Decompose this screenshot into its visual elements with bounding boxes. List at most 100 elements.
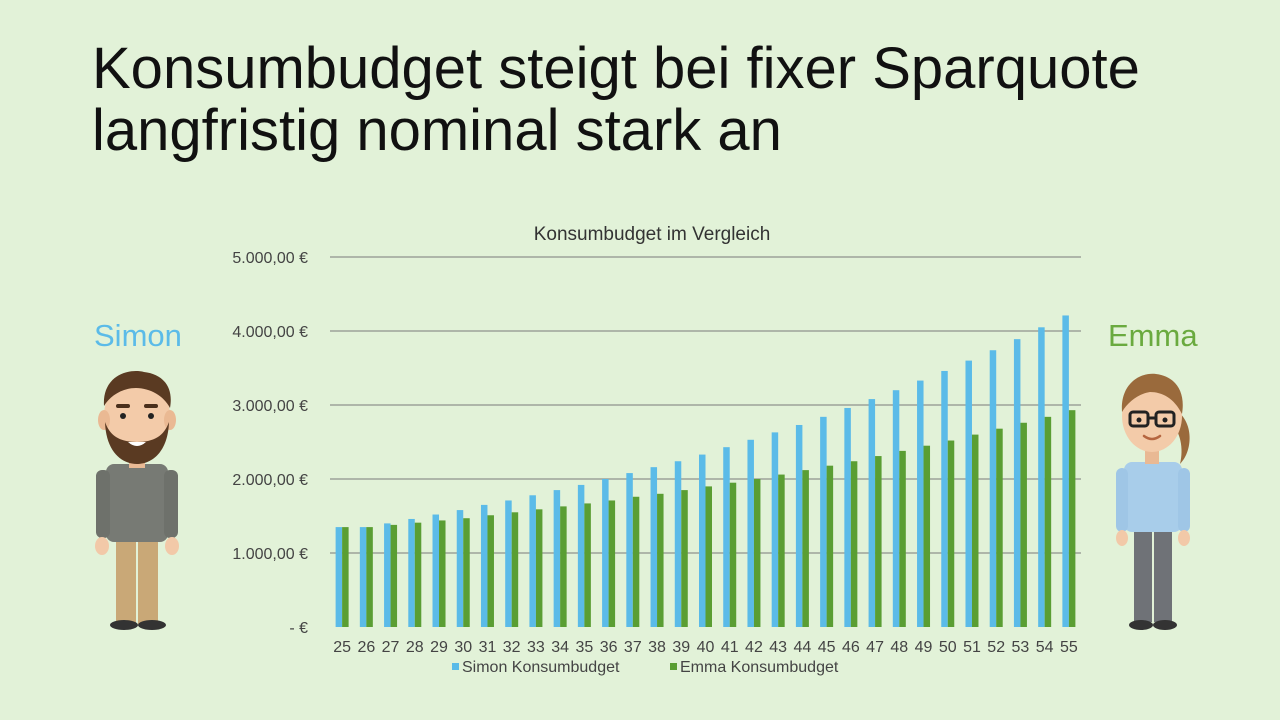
x-tick-label: 40 [697,639,715,656]
simon-bar-42 [747,439,754,627]
x-tick-label: 37 [624,639,642,656]
simon-bar-38 [650,467,658,627]
x-tick-label: 42 [745,639,763,656]
simon-label: Simon [94,318,182,353]
simon-bar-46 [844,407,851,627]
x-tick-label: 50 [939,639,957,656]
simon-bar-53 [1013,339,1021,627]
emma-bar-25 [342,527,349,627]
x-tick-label: 45 [818,639,836,656]
x-tick-label: 55 [1060,639,1078,656]
emma-bar-55 [1068,410,1076,627]
emma-bar-37 [632,496,640,627]
simon-bar-28 [408,518,415,627]
emma-bar-47 [875,456,882,627]
simon-bar-51 [965,360,972,627]
x-tick-label: 31 [479,639,497,656]
simon-bar-33 [529,495,536,627]
x-tick-label: 48 [890,639,908,656]
simon-bar-43 [771,432,779,627]
slide-title: Konsumbudget steigt bei fixer Sparquote … [92,36,1140,163]
emma-bar-46 [850,461,858,627]
x-tick-label: 27 [382,639,400,656]
emma-bar-33 [535,509,543,627]
emma-bar-41 [729,482,737,627]
y-tick-label: 5.000,00 € [232,250,308,267]
simon-bar-34 [553,490,561,627]
x-tick-label: 26 [357,639,375,656]
simon-bar-50 [941,370,948,627]
x-tick-label: 41 [721,639,739,656]
simon-bar-26 [359,527,367,627]
simon-bar-36 [602,479,609,627]
x-tick-label: 39 [672,639,690,656]
x-tick-label: 38 [648,639,666,656]
simon-bar-37 [626,473,633,627]
x-tick-label: 35 [575,639,593,656]
simon-bar-29 [432,514,440,627]
x-tick-label: 25 [333,639,351,656]
simon-bar-54 [1038,327,1045,627]
x-tick-label: 47 [866,639,884,656]
woman-avatar-icon [1116,373,1190,630]
x-tick-label: 44 [794,639,812,656]
y-tick-label: - € [289,620,308,637]
emma-bar-44 [802,470,809,627]
emma-bar-29 [439,520,446,627]
x-tick-label: 29 [430,639,448,656]
simon-bar-25 [335,527,343,627]
emma-bar-40 [705,486,712,627]
simon-bar-27 [384,523,391,627]
x-tick-label: 30 [454,639,472,656]
emma-bar-45 [826,465,834,627]
chart-title: Konsumbudget im Vergleich [534,224,771,245]
emma-bar-54 [1044,416,1052,627]
emma-bar-27 [390,524,398,627]
y-tick-label: 3.000,00 € [232,398,308,415]
x-tick-label: 28 [406,639,424,656]
simon-bar-31 [480,504,488,627]
x-tick-label: 52 [987,639,1005,656]
x-tick-label: 54 [1036,639,1054,656]
emma-bar-36 [608,500,616,627]
emma-legend-swatch [670,663,677,670]
emma-bar-52 [996,428,1003,627]
simon-bar-49 [917,380,924,627]
simon-bar-39 [674,461,682,627]
simon-legend-label: Simon Konsumbudget [462,659,620,676]
emma-bar-50 [947,440,955,627]
emma-bar-43 [778,474,785,627]
emma-bar-32 [511,512,519,627]
simon-bar-48 [892,390,900,627]
emma-bar-31 [487,515,494,627]
simon-bar-55 [1062,315,1069,627]
man-avatar-icon [95,371,179,630]
x-tick-label: 51 [963,639,981,656]
x-tick-label: 46 [842,639,860,656]
emma-bar-34 [560,506,567,627]
emma-bar-35 [584,503,591,627]
emma-bar-28 [414,522,422,627]
y-tick-label: 4.000,00 € [232,324,308,341]
x-tick-label: 53 [1012,639,1030,656]
emma-bar-49 [923,445,931,627]
simon-bar-47 [868,399,876,627]
simon-bar-45 [820,416,827,627]
emma-bar-30 [463,518,470,627]
x-tick-label: 34 [551,639,569,656]
simon-bar-32 [505,500,512,627]
emma-bar-48 [899,450,906,627]
simon-bar-30 [456,510,464,627]
emma-bar-42 [753,479,761,627]
simon-bar-41 [723,447,730,627]
x-tick-label: 36 [600,639,618,656]
x-tick-label: 33 [527,639,545,656]
emma-legend-label: Emma Konsumbudget [680,659,839,676]
simon-bar-44 [795,424,803,627]
simon-bar-40 [699,454,706,627]
emma-bar-53 [1020,422,1027,627]
emma-bar-26 [366,527,373,627]
x-tick-label: 43 [769,639,787,656]
emma-bar-39 [681,490,688,627]
